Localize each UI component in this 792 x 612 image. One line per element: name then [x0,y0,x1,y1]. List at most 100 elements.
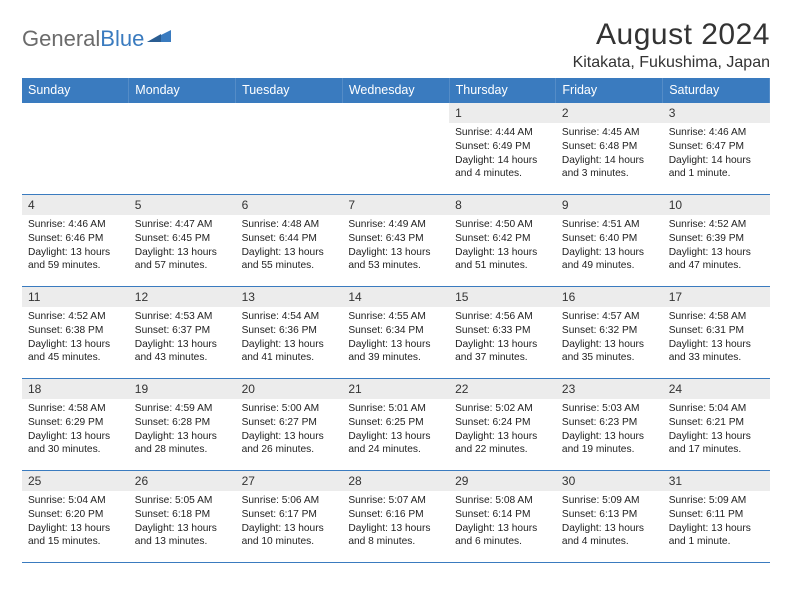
calendar-cell: 10Sunrise: 4:52 AMSunset: 6:39 PMDayligh… [663,195,770,287]
calendar-cell: 31Sunrise: 5:09 AMSunset: 6:11 PMDayligh… [663,471,770,563]
day-number: 18 [22,379,129,399]
logo-flag-icon [147,28,171,46]
calendar-cell: 24Sunrise: 5:04 AMSunset: 6:21 PMDayligh… [663,379,770,471]
day-number: 4 [22,195,129,215]
calendar-cell: 18Sunrise: 4:58 AMSunset: 6:29 PMDayligh… [22,379,129,471]
calendar-cell: 19Sunrise: 4:59 AMSunset: 6:28 PMDayligh… [129,379,236,471]
calendar-cell: 5Sunrise: 4:47 AMSunset: 6:45 PMDaylight… [129,195,236,287]
day-details: Sunrise: 5:08 AMSunset: 6:14 PMDaylight:… [449,491,556,553]
day-details: Sunrise: 4:50 AMSunset: 6:42 PMDaylight:… [449,215,556,277]
weekday-header: Sunday [22,78,129,103]
day-details: Sunrise: 4:55 AMSunset: 6:34 PMDaylight:… [342,307,449,369]
weekday-header: Saturday [663,78,770,103]
day-number: 23 [556,379,663,399]
day-number: 10 [663,195,770,215]
day-details: Sunrise: 5:09 AMSunset: 6:11 PMDaylight:… [663,491,770,553]
day-number: 8 [449,195,556,215]
day-details: Sunrise: 4:48 AMSunset: 6:44 PMDaylight:… [236,215,343,277]
day-number: 24 [663,379,770,399]
calendar-cell: 27Sunrise: 5:06 AMSunset: 6:17 PMDayligh… [236,471,343,563]
day-details: Sunrise: 5:07 AMSunset: 6:16 PMDaylight:… [342,491,449,553]
day-number: 13 [236,287,343,307]
weekday-header: Tuesday [236,78,343,103]
day-details: Sunrise: 5:05 AMSunset: 6:18 PMDaylight:… [129,491,236,553]
calendar-cell: 4Sunrise: 4:46 AMSunset: 6:46 PMDaylight… [22,195,129,287]
day-details: Sunrise: 5:02 AMSunset: 6:24 PMDaylight:… [449,399,556,461]
calendar-cell: 8Sunrise: 4:50 AMSunset: 6:42 PMDaylight… [449,195,556,287]
calendar-cell: 21Sunrise: 5:01 AMSunset: 6:25 PMDayligh… [342,379,449,471]
calendar-cell: 16Sunrise: 4:57 AMSunset: 6:32 PMDayligh… [556,287,663,379]
day-number: 15 [449,287,556,307]
day-number: 14 [342,287,449,307]
weekday-header: Thursday [449,78,556,103]
day-details: Sunrise: 5:01 AMSunset: 6:25 PMDaylight:… [342,399,449,461]
day-details: Sunrise: 4:54 AMSunset: 6:36 PMDaylight:… [236,307,343,369]
calendar-cell: 12Sunrise: 4:53 AMSunset: 6:37 PMDayligh… [129,287,236,379]
day-details: Sunrise: 4:46 AMSunset: 6:46 PMDaylight:… [22,215,129,277]
day-details: Sunrise: 5:04 AMSunset: 6:20 PMDaylight:… [22,491,129,553]
day-number: 6 [236,195,343,215]
day-number: 25 [22,471,129,491]
day-details: Sunrise: 5:04 AMSunset: 6:21 PMDaylight:… [663,399,770,461]
day-number: 22 [449,379,556,399]
calendar-cell: 6Sunrise: 4:48 AMSunset: 6:44 PMDaylight… [236,195,343,287]
calendar-cell: 9Sunrise: 4:51 AMSunset: 6:40 PMDaylight… [556,195,663,287]
day-number: 19 [129,379,236,399]
day-details: Sunrise: 5:06 AMSunset: 6:17 PMDaylight:… [236,491,343,553]
calendar-cell: 28Sunrise: 5:07 AMSunset: 6:16 PMDayligh… [342,471,449,563]
day-number: 7 [342,195,449,215]
calendar-cell: 1Sunrise: 4:44 AMSunset: 6:49 PMDaylight… [449,103,556,195]
day-details: Sunrise: 4:59 AMSunset: 6:28 PMDaylight:… [129,399,236,461]
day-number: 29 [449,471,556,491]
calendar-page: GeneralBlue August 2024 Kitakata, Fukush… [0,0,792,581]
calendar-cell: 29Sunrise: 5:08 AMSunset: 6:14 PMDayligh… [449,471,556,563]
calendar-cell: .. [22,103,129,195]
calendar-body: ........1Sunrise: 4:44 AMSunset: 6:49 PM… [22,103,770,563]
calendar-cell: .. [129,103,236,195]
day-details: Sunrise: 4:45 AMSunset: 6:48 PMDaylight:… [556,123,663,185]
logo-text-gray: General [22,26,100,52]
day-number: 17 [663,287,770,307]
day-number: 12 [129,287,236,307]
day-details: Sunrise: 5:00 AMSunset: 6:27 PMDaylight:… [236,399,343,461]
month-title: August 2024 [573,18,770,52]
day-details: Sunrise: 4:57 AMSunset: 6:32 PMDaylight:… [556,307,663,369]
logo: GeneralBlue [22,26,171,52]
calendar-cell: 26Sunrise: 5:05 AMSunset: 6:18 PMDayligh… [129,471,236,563]
title-block: August 2024 Kitakata, Fukushima, Japan [573,18,770,72]
day-details: Sunrise: 4:44 AMSunset: 6:49 PMDaylight:… [449,123,556,185]
day-number: 30 [556,471,663,491]
day-number: 21 [342,379,449,399]
day-details: Sunrise: 4:51 AMSunset: 6:40 PMDaylight:… [556,215,663,277]
calendar-cell: 25Sunrise: 5:04 AMSunset: 6:20 PMDayligh… [22,471,129,563]
calendar-cell: 15Sunrise: 4:56 AMSunset: 6:33 PMDayligh… [449,287,556,379]
calendar-cell: 7Sunrise: 4:49 AMSunset: 6:43 PMDaylight… [342,195,449,287]
header: GeneralBlue August 2024 Kitakata, Fukush… [22,18,770,72]
calendar-cell: .. [342,103,449,195]
day-number: 3 [663,103,770,123]
day-details: Sunrise: 4:46 AMSunset: 6:47 PMDaylight:… [663,123,770,185]
location: Kitakata, Fukushima, Japan [573,54,770,72]
calendar-head: SundayMondayTuesdayWednesdayThursdayFrid… [22,78,770,103]
calendar-cell: 22Sunrise: 5:02 AMSunset: 6:24 PMDayligh… [449,379,556,471]
day-details: Sunrise: 4:47 AMSunset: 6:45 PMDaylight:… [129,215,236,277]
day-number: 27 [236,471,343,491]
calendar-cell: 14Sunrise: 4:55 AMSunset: 6:34 PMDayligh… [342,287,449,379]
day-details: Sunrise: 4:52 AMSunset: 6:38 PMDaylight:… [22,307,129,369]
calendar-cell: 13Sunrise: 4:54 AMSunset: 6:36 PMDayligh… [236,287,343,379]
day-details: Sunrise: 4:52 AMSunset: 6:39 PMDaylight:… [663,215,770,277]
day-details: Sunrise: 4:49 AMSunset: 6:43 PMDaylight:… [342,215,449,277]
calendar-cell: 30Sunrise: 5:09 AMSunset: 6:13 PMDayligh… [556,471,663,563]
day-number: 9 [556,195,663,215]
day-details: Sunrise: 4:56 AMSunset: 6:33 PMDaylight:… [449,307,556,369]
day-details: Sunrise: 5:03 AMSunset: 6:23 PMDaylight:… [556,399,663,461]
calendar-cell: 23Sunrise: 5:03 AMSunset: 6:23 PMDayligh… [556,379,663,471]
day-number: 20 [236,379,343,399]
calendar-cell: 11Sunrise: 4:52 AMSunset: 6:38 PMDayligh… [22,287,129,379]
day-number: 31 [663,471,770,491]
calendar-table: SundayMondayTuesdayWednesdayThursdayFrid… [22,78,770,563]
day-details: Sunrise: 4:58 AMSunset: 6:29 PMDaylight:… [22,399,129,461]
calendar-cell: 17Sunrise: 4:58 AMSunset: 6:31 PMDayligh… [663,287,770,379]
calendar-cell: 2Sunrise: 4:45 AMSunset: 6:48 PMDaylight… [556,103,663,195]
day-details: Sunrise: 5:09 AMSunset: 6:13 PMDaylight:… [556,491,663,553]
